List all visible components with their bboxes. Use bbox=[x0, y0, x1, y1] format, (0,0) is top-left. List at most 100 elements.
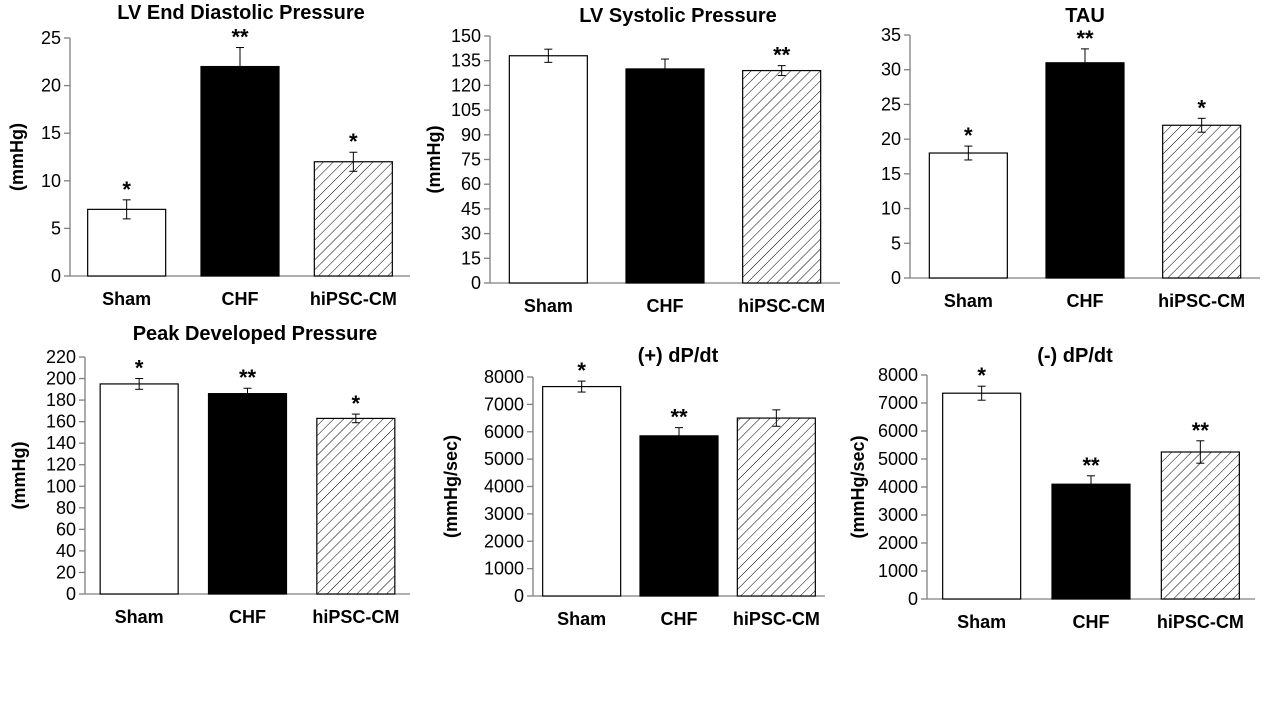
chart-panel: TAU 0 5 10 15 20 25 30 35 * Sham ** CHF * hiPSC-CM bbox=[881, 5, 1260, 311]
y-axis-label: (mmHg) bbox=[7, 123, 27, 191]
y-tick-label: 35 bbox=[881, 25, 901, 45]
y-tick-label: 20 bbox=[56, 562, 76, 582]
y-tick-label: 105 bbox=[451, 100, 481, 120]
x-tick-label: CHF bbox=[661, 609, 698, 629]
bar-chf bbox=[200, 65, 280, 277]
chart-title: TAU bbox=[1065, 5, 1105, 27]
y-tick-label: 40 bbox=[56, 541, 76, 561]
bar-sham bbox=[99, 383, 179, 595]
bar-hipsc-cm bbox=[736, 417, 816, 597]
significance-marker: * bbox=[977, 363, 986, 388]
x-tick-label: Sham bbox=[115, 607, 164, 627]
chart-title: Peak Developed Pressure bbox=[133, 323, 378, 345]
y-tick-label: 220 bbox=[46, 347, 76, 367]
x-tick-label: CHF bbox=[229, 607, 266, 627]
significance-marker: ** bbox=[231, 25, 249, 50]
x-tick-label: Sham bbox=[524, 296, 573, 316]
y-tick-label: 0 bbox=[66, 584, 76, 604]
y-tick-label: 0 bbox=[908, 589, 918, 609]
y-axis-label: (mmHg) bbox=[424, 126, 444, 194]
y-tick-label: 60 bbox=[461, 174, 481, 194]
bar-sham bbox=[508, 55, 588, 284]
y-tick-label: 135 bbox=[451, 51, 481, 71]
bar-chf bbox=[639, 435, 719, 597]
significance-marker: ** bbox=[1192, 418, 1210, 443]
significance-marker: ** bbox=[670, 405, 688, 430]
bar-chf bbox=[1051, 483, 1131, 600]
chart-panel: (-) dP/dt (mmHg/sec) 0 1000 2000 3000 4000 5000… bbox=[848, 345, 1255, 632]
x-tick-label: hiPSC-CM bbox=[733, 609, 820, 629]
bar-sham bbox=[542, 385, 622, 597]
x-tick-label: hiPSC-CM bbox=[738, 296, 825, 316]
significance-marker: * bbox=[135, 356, 144, 381]
y-tick-label: 25 bbox=[881, 94, 901, 114]
bar-chf bbox=[207, 393, 288, 595]
x-tick-label: hiPSC-CM bbox=[312, 607, 399, 627]
y-tick-label: 15 bbox=[461, 248, 481, 268]
chart-title: LV Systolic Pressure bbox=[579, 5, 777, 27]
y-tick-label: 0 bbox=[471, 273, 481, 293]
y-tick-label: 10 bbox=[881, 199, 901, 219]
x-tick-label: Sham bbox=[944, 291, 993, 311]
y-tick-label: 160 bbox=[46, 412, 76, 432]
x-tick-label: Sham bbox=[557, 609, 606, 629]
y-tick-label: 3000 bbox=[484, 504, 524, 524]
y-tick-label: 3000 bbox=[878, 505, 918, 525]
y-tick-label: 1000 bbox=[878, 561, 918, 581]
x-tick-label: hiPSC-CM bbox=[1158, 291, 1245, 311]
y-tick-label: 200 bbox=[46, 369, 76, 389]
y-tick-label: 2000 bbox=[878, 533, 918, 553]
y-axis-label: (mmHg/sec) bbox=[848, 435, 868, 538]
y-tick-label: 5000 bbox=[878, 449, 918, 469]
y-tick-label: 15 bbox=[41, 123, 61, 143]
x-tick-label: Sham bbox=[102, 289, 151, 309]
chart-panel: Peak Developed Pressure (mmHg) 02040608010… bbox=[9, 323, 410, 627]
bar-sham bbox=[87, 208, 167, 277]
bar-hipsc-cm bbox=[1162, 124, 1242, 279]
bar-hipsc-cm bbox=[1160, 451, 1240, 600]
bar-hipsc-cm bbox=[316, 417, 396, 595]
y-tick-label: 0 bbox=[891, 268, 901, 288]
y-tick-label: 140 bbox=[46, 433, 76, 453]
y-tick-label: 120 bbox=[451, 75, 481, 95]
bar-hipsc-cm bbox=[742, 69, 822, 284]
y-tick-label: 10 bbox=[41, 171, 61, 191]
y-tick-label: 15 bbox=[881, 164, 901, 184]
y-tick-label: 75 bbox=[461, 150, 481, 170]
y-tick-label: 25 bbox=[41, 28, 61, 48]
y-tick-label: 7000 bbox=[484, 394, 524, 414]
y-tick-label: 1000 bbox=[484, 559, 524, 579]
chart-title: (+) dP/dt bbox=[638, 345, 719, 367]
significance-marker: ** bbox=[773, 43, 791, 68]
y-tick-label: 8000 bbox=[878, 365, 918, 385]
y-tick-label: 60 bbox=[56, 519, 76, 539]
y-tick-label: 120 bbox=[46, 455, 76, 475]
y-tick-label: 6000 bbox=[878, 421, 918, 441]
bar-hipsc-cm bbox=[313, 161, 393, 277]
y-tick-label: 20 bbox=[41, 76, 61, 96]
y-tick-label: 5 bbox=[51, 218, 61, 238]
significance-marker: * bbox=[577, 358, 586, 383]
y-tick-label: 30 bbox=[461, 224, 481, 244]
chart-panel: LV End Diastolic Pressure (mmHg) 0 5 10 15 20 2… bbox=[7, 2, 410, 309]
significance-marker: * bbox=[349, 129, 358, 154]
y-tick-label: 45 bbox=[461, 199, 481, 219]
y-axis-label: (mmHg) bbox=[9, 442, 29, 510]
x-tick-label: Sham bbox=[957, 612, 1006, 632]
bar-sham bbox=[928, 152, 1008, 279]
x-tick-label: CHF bbox=[222, 289, 259, 309]
significance-marker: * bbox=[1197, 95, 1206, 120]
y-tick-label: 4000 bbox=[484, 477, 524, 497]
y-tick-label: 5 bbox=[891, 233, 901, 253]
bar-sham bbox=[942, 392, 1022, 600]
y-tick-label: 90 bbox=[461, 125, 481, 145]
y-tick-label: 150 bbox=[451, 26, 481, 46]
x-tick-label: CHF bbox=[647, 296, 684, 316]
y-tick-label: 8000 bbox=[484, 367, 524, 387]
x-tick-label: CHF bbox=[1067, 291, 1104, 311]
y-tick-label: 180 bbox=[46, 390, 76, 410]
y-axis-label: (mmHg/sec) bbox=[441, 435, 461, 538]
significance-marker: * bbox=[964, 123, 973, 148]
significance-marker: ** bbox=[1076, 26, 1094, 51]
